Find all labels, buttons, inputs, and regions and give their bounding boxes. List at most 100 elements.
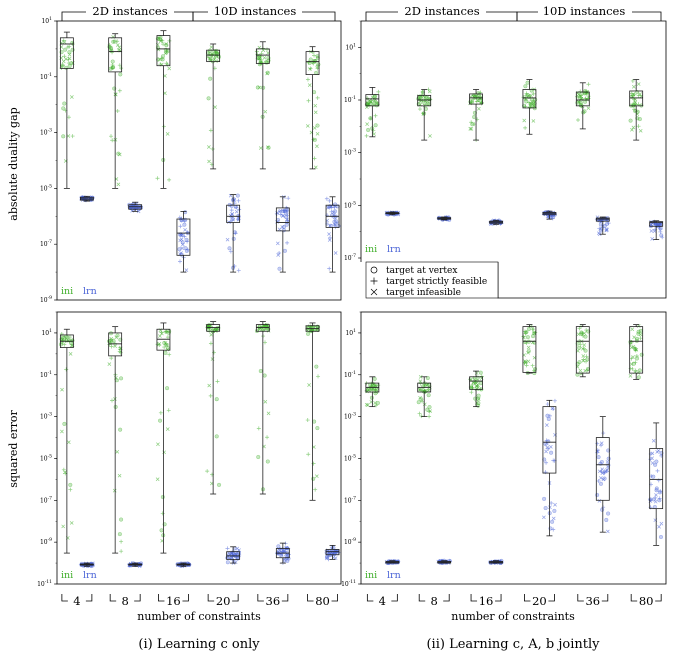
- box-body: [575, 91, 590, 107]
- data-point: [307, 383, 311, 387]
- data-point: [523, 125, 528, 130]
- legend-frame: [365, 261, 499, 299]
- data-point: [327, 235, 332, 240]
- box-lrn-4: [79, 195, 95, 203]
- data-point: [207, 48, 213, 53]
- data-point: [116, 48, 121, 52]
- data-point: [605, 460, 610, 464]
- data-point: [113, 344, 117, 349]
- data-point: [185, 239, 190, 244]
- y-tick-label: 10-5: [344, 200, 356, 209]
- data-point: [312, 53, 317, 58]
- data-point: [599, 443, 604, 448]
- data-point: [182, 222, 187, 227]
- data-point: [119, 376, 124, 381]
- panel-top-left: 101 10-1 10-3 10-5 10-7 10-9 ini lrn: [40, 16, 342, 304]
- data-point: [68, 487, 73, 492]
- data-point: [158, 334, 162, 338]
- data-point: [277, 266, 282, 271]
- data-point: [578, 342, 583, 347]
- data-point: [265, 47, 270, 52]
- x-category-bracket: [524, 594, 555, 602]
- y-axis-title-bottom: squared error: [7, 409, 20, 487]
- data-point: [422, 402, 427, 407]
- box-ini-80: [305, 46, 321, 170]
- data-point: [158, 39, 163, 43]
- data-point: [638, 328, 643, 333]
- data-point: [638, 332, 643, 337]
- marker-legend: target at vertex target strictly feasibl…: [365, 261, 499, 299]
- data-point: [474, 99, 479, 104]
- data-point: [544, 460, 549, 465]
- data-point: [160, 494, 165, 500]
- data-point: [266, 411, 271, 416]
- data-point: [118, 427, 123, 432]
- data-point: [653, 499, 658, 504]
- box-ini-4: [58, 328, 75, 554]
- x-category-label: 80: [315, 594, 330, 608]
- data-point: [67, 50, 72, 55]
- data-point: [524, 330, 529, 335]
- data-point: [630, 78, 635, 83]
- box-body: [649, 448, 664, 510]
- y-tick-label: 10-5: [40, 183, 52, 192]
- x-category-label: 80: [639, 594, 654, 608]
- data-point: [264, 323, 269, 328]
- box-ini-4: [364, 87, 381, 138]
- data-point: [115, 39, 120, 44]
- data-point: [236, 268, 241, 273]
- y-tick-label: 10-1: [344, 95, 356, 104]
- data-point: [628, 366, 633, 371]
- data-point: [163, 341, 168, 345]
- data-point: [233, 231, 238, 236]
- data-point: [552, 508, 557, 513]
- x-category-label: 4: [379, 594, 386, 608]
- data-point: [183, 217, 188, 222]
- box-body: [629, 326, 644, 374]
- x-category-bracket: [257, 594, 289, 602]
- data-point: [423, 389, 428, 394]
- data-point: [364, 402, 369, 407]
- data-point: [476, 106, 481, 111]
- data-point: [163, 91, 167, 96]
- panel-frame: [56, 20, 342, 301]
- data-point: [526, 345, 531, 350]
- data-point: [208, 341, 213, 346]
- data-point: [631, 84, 636, 89]
- data-point: [525, 80, 530, 85]
- data-point: [70, 134, 75, 139]
- data-point: [182, 234, 187, 239]
- data-point: [208, 393, 213, 398]
- data-point: [118, 72, 123, 77]
- data-point: [605, 468, 609, 472]
- data-point: [531, 119, 536, 123]
- data-point: [156, 36, 161, 41]
- data-point: [628, 118, 633, 123]
- data-point: [117, 63, 122, 68]
- data-point: [277, 250, 282, 255]
- box-ini-20: [205, 321, 222, 495]
- data-point: [165, 335, 170, 340]
- data-point: [606, 456, 611, 461]
- box-ini-8: [416, 375, 432, 419]
- data-point: [426, 87, 431, 92]
- data-point: [416, 400, 421, 405]
- data-point: [316, 374, 321, 379]
- data-point: [286, 556, 291, 561]
- box-lrn-80: [324, 196, 341, 273]
- data-point: [468, 377, 473, 382]
- data-point: [324, 196, 329, 201]
- y-tick-label: 10-7: [344, 495, 356, 504]
- data-point: [550, 406, 555, 411]
- box-body: [255, 48, 270, 64]
- data-point: [634, 353, 639, 358]
- box-body: [59, 37, 74, 69]
- data-point: [606, 511, 611, 516]
- data-point: [208, 56, 212, 61]
- data-point: [605, 529, 610, 534]
- x-category-label: 36: [585, 594, 600, 608]
- x-category-bracket: [158, 594, 189, 602]
- data-point: [117, 473, 122, 478]
- data-point: [257, 62, 262, 67]
- data-point: [526, 349, 531, 354]
